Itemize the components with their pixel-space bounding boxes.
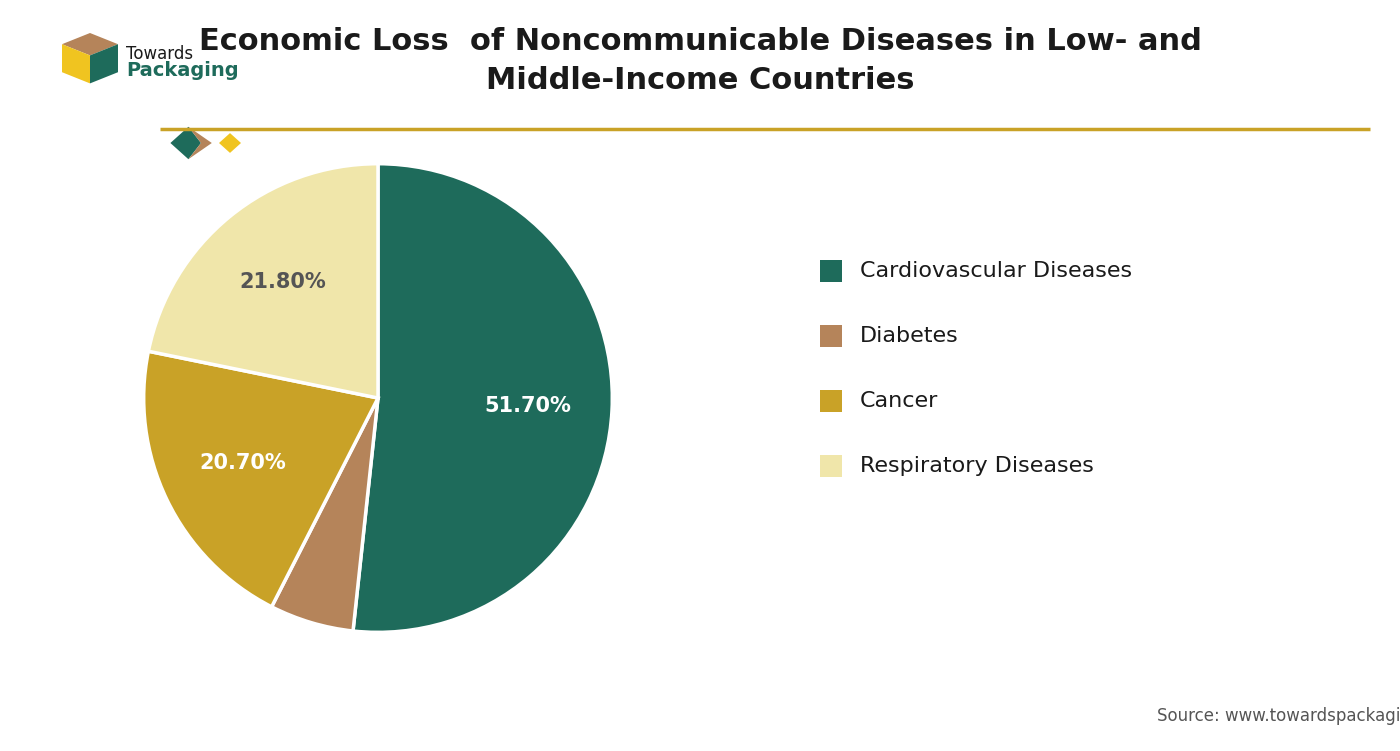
- Text: 20.70%: 20.70%: [200, 453, 286, 473]
- Text: Economic Loss  of Noncommunicable Diseases in Low- and
Middle-Income Countries: Economic Loss of Noncommunicable Disease…: [199, 27, 1201, 95]
- Text: 5.80%: 5.80%: [263, 653, 336, 673]
- Wedge shape: [148, 164, 378, 398]
- Polygon shape: [62, 33, 118, 56]
- Text: Source: www.towardspackaging.com: Source: www.towardspackaging.com: [1158, 707, 1400, 725]
- Text: Cardiovascular Diseases: Cardiovascular Diseases: [860, 261, 1133, 281]
- Polygon shape: [189, 127, 211, 159]
- Text: 21.80%: 21.80%: [239, 272, 326, 292]
- Wedge shape: [272, 398, 378, 631]
- Text: Cancer: Cancer: [860, 391, 938, 411]
- Polygon shape: [218, 133, 241, 153]
- Polygon shape: [171, 127, 202, 159]
- Wedge shape: [353, 164, 612, 632]
- Wedge shape: [144, 351, 378, 607]
- Text: 51.70%: 51.70%: [484, 396, 571, 416]
- Text: Diabetes: Diabetes: [860, 326, 959, 346]
- Text: Respiratory Diseases: Respiratory Diseases: [860, 456, 1093, 476]
- Polygon shape: [62, 44, 90, 83]
- Text: Towards: Towards: [126, 45, 193, 63]
- Text: Packaging: Packaging: [126, 62, 238, 80]
- Polygon shape: [90, 44, 118, 83]
